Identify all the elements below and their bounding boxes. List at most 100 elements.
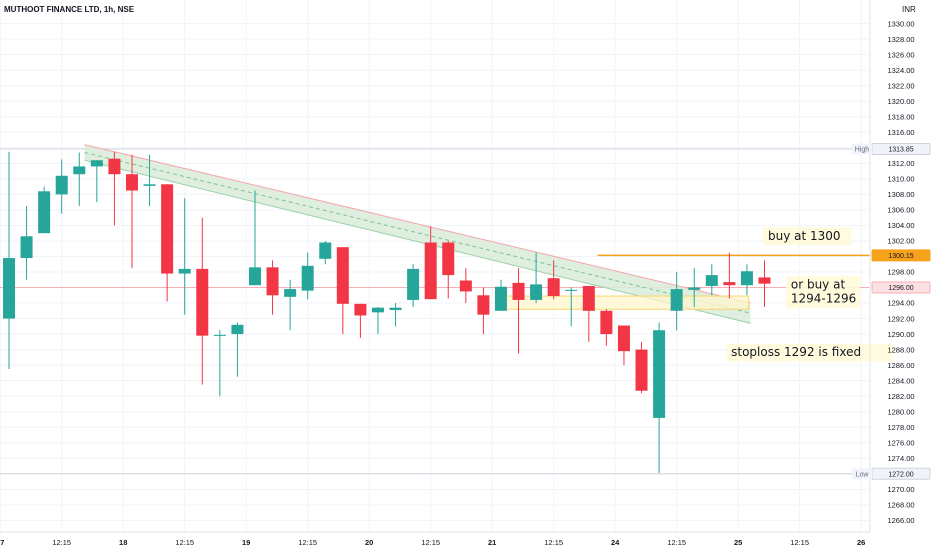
candle xyxy=(196,217,209,385)
y-tick-label: 1294.00 xyxy=(887,299,914,308)
candle xyxy=(740,264,753,296)
low-tag: 1272.00 Low xyxy=(852,467,931,480)
buy-level-tag-box xyxy=(871,249,931,262)
candle xyxy=(336,247,349,335)
x-tick-label: 12:15 xyxy=(52,538,71,547)
x-tick-label: 12:15 xyxy=(175,538,194,547)
y-tick-label: 1326.00 xyxy=(887,50,914,59)
candle-body xyxy=(459,280,472,292)
high-tag-value: 1313.85 xyxy=(888,147,913,154)
candle-body xyxy=(125,174,138,191)
y-tick-label: 1318.00 xyxy=(887,112,914,121)
y-tick-label: 1276.00 xyxy=(887,438,914,447)
candle xyxy=(407,264,420,307)
high-tag-label: High xyxy=(855,147,870,154)
currency-label: INR xyxy=(902,5,916,14)
y-tick-label: 1324.00 xyxy=(887,66,914,75)
candle-body xyxy=(670,289,683,311)
low-tag-value: 1272.00 xyxy=(888,471,913,478)
candle xyxy=(266,260,279,315)
x-tick-label: 20 xyxy=(365,538,373,547)
candle-body xyxy=(705,275,718,286)
x-tick-label: 12:15 xyxy=(298,538,317,547)
candle xyxy=(723,252,736,299)
candle xyxy=(354,303,367,338)
x-tick-label: 25 xyxy=(734,538,742,547)
candle-body xyxy=(108,158,121,175)
candle-body xyxy=(530,284,543,300)
candle xyxy=(108,151,121,226)
candle xyxy=(565,287,578,327)
candle-body xyxy=(354,303,367,316)
annotation-text: buy at 1300 xyxy=(768,229,841,243)
y-tick-label: 1278.00 xyxy=(887,423,914,432)
x-tick-label: 26 xyxy=(857,538,865,547)
x-tick-label: 12:15 xyxy=(421,538,440,547)
candle xyxy=(653,322,666,474)
candle xyxy=(248,190,261,286)
candle-body xyxy=(336,247,349,304)
y-tick-label: 1274.00 xyxy=(887,454,914,463)
candle xyxy=(284,279,297,331)
candle xyxy=(319,240,332,265)
y-tick-label: 1288.00 xyxy=(887,345,914,354)
candle-body xyxy=(371,307,384,313)
candle xyxy=(547,260,560,300)
candle xyxy=(125,154,138,269)
candle-body xyxy=(38,191,51,234)
y-tick-label: 1298.00 xyxy=(887,268,914,277)
y-tick-label: 1302.00 xyxy=(887,237,914,246)
y-tick-label: 1270.00 xyxy=(887,485,914,494)
annotation-text: stoploss 1292 is fixed xyxy=(731,345,861,359)
x-tick-label: 12:15 xyxy=(790,538,809,547)
candle xyxy=(512,268,525,354)
candle xyxy=(530,252,543,304)
x-tick-label: 12:15 xyxy=(667,538,686,547)
candle xyxy=(161,184,174,302)
candle-body xyxy=(688,287,701,290)
candle xyxy=(371,306,384,335)
channel-mid-line xyxy=(84,151,751,314)
x-tick-label: 19 xyxy=(242,538,250,547)
annotation-text: or buy at xyxy=(791,278,846,292)
y-tick-label: 1268.00 xyxy=(887,501,914,510)
annotation-text: 1294-1296 xyxy=(791,292,856,306)
low-tag-label-box xyxy=(852,468,872,480)
time-axis[interactable]: 17 12:15 18 12:15 19 12:15 20 12:15 21 12:15 24 12:… xyxy=(0,538,865,547)
candle-body xyxy=(442,242,455,276)
candle xyxy=(442,240,455,299)
candle-body xyxy=(635,349,648,391)
annotation-stoploss: stoploss 1292 is fixed xyxy=(726,343,893,362)
candle xyxy=(635,341,648,394)
annotation-background xyxy=(763,227,852,246)
candle-body xyxy=(73,166,86,175)
y-tick-label: 1304.00 xyxy=(887,221,914,230)
candle xyxy=(617,325,630,366)
candlestick-series xyxy=(3,151,771,474)
y-tick-label: 1282.00 xyxy=(887,392,914,401)
candle-body xyxy=(213,334,226,336)
y-tick-label: 1328.00 xyxy=(887,35,914,44)
current-price-tag-value: 1296.00 xyxy=(888,285,913,292)
candle xyxy=(389,303,402,327)
candle-body xyxy=(231,324,244,335)
candle-body xyxy=(90,160,103,167)
candle xyxy=(20,206,33,280)
high-tag-label-box xyxy=(852,143,872,155)
channel-upper-line xyxy=(84,144,751,304)
candle-body xyxy=(494,286,507,311)
annotation-buy-1300: buy at 1300 xyxy=(763,227,852,246)
candle-body xyxy=(477,295,490,315)
candle xyxy=(459,268,472,304)
high-tag: 1313.85 High xyxy=(852,142,931,155)
candle xyxy=(582,285,595,342)
candle-body xyxy=(196,268,209,336)
grid-lines xyxy=(0,0,870,532)
y-tick-label: 1286.00 xyxy=(887,361,914,370)
y-tick-label: 1322.00 xyxy=(887,81,914,90)
trend-channel[interactable] xyxy=(84,144,751,324)
candle xyxy=(670,272,683,331)
x-tick-label: 12:15 xyxy=(544,538,563,547)
